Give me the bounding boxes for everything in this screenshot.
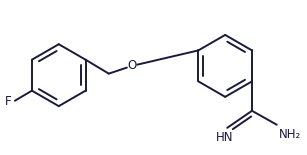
Text: F: F: [5, 95, 12, 108]
Text: NH₂: NH₂: [279, 128, 301, 141]
Text: HN: HN: [216, 131, 234, 144]
Text: O: O: [127, 59, 137, 72]
